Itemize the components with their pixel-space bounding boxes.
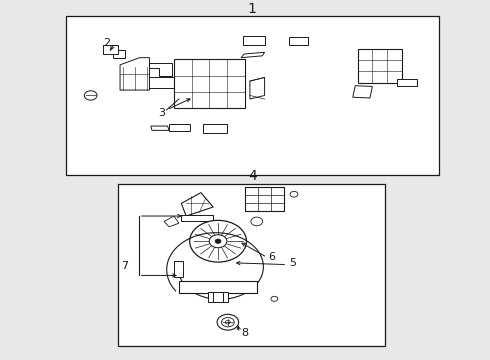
Bar — [66, 16, 439, 175]
Polygon shape — [149, 63, 171, 76]
Circle shape — [209, 235, 227, 248]
Text: 1: 1 — [248, 2, 257, 16]
Bar — [118, 184, 385, 346]
Text: 5: 5 — [290, 258, 296, 268]
Bar — [245, 187, 284, 211]
Text: 4: 4 — [248, 170, 257, 184]
Polygon shape — [164, 216, 179, 227]
Polygon shape — [241, 52, 265, 58]
Text: 7: 7 — [122, 261, 128, 271]
Circle shape — [84, 91, 97, 100]
Circle shape — [271, 296, 278, 301]
Circle shape — [225, 320, 230, 324]
Bar — [169, 123, 190, 131]
Bar — [174, 59, 245, 108]
Polygon shape — [250, 77, 265, 99]
Bar — [208, 292, 228, 302]
Circle shape — [251, 217, 263, 226]
Text: 3: 3 — [158, 108, 165, 118]
Circle shape — [190, 220, 246, 262]
Polygon shape — [149, 77, 174, 88]
Bar — [203, 124, 227, 132]
Polygon shape — [113, 50, 125, 58]
Circle shape — [290, 192, 298, 197]
Polygon shape — [181, 193, 213, 216]
Text: 6: 6 — [269, 252, 275, 262]
Text: 8: 8 — [242, 328, 248, 338]
Bar — [181, 215, 213, 221]
Bar — [397, 79, 416, 86]
Bar — [174, 261, 183, 277]
Polygon shape — [353, 86, 372, 98]
Polygon shape — [120, 58, 149, 90]
Circle shape — [215, 239, 221, 243]
Bar — [179, 281, 257, 293]
Circle shape — [217, 314, 239, 330]
Text: 2: 2 — [103, 38, 110, 48]
Polygon shape — [151, 126, 169, 130]
Polygon shape — [103, 45, 118, 54]
Bar — [243, 36, 265, 45]
Bar — [358, 49, 402, 83]
Circle shape — [221, 318, 234, 327]
Bar — [289, 37, 308, 45]
